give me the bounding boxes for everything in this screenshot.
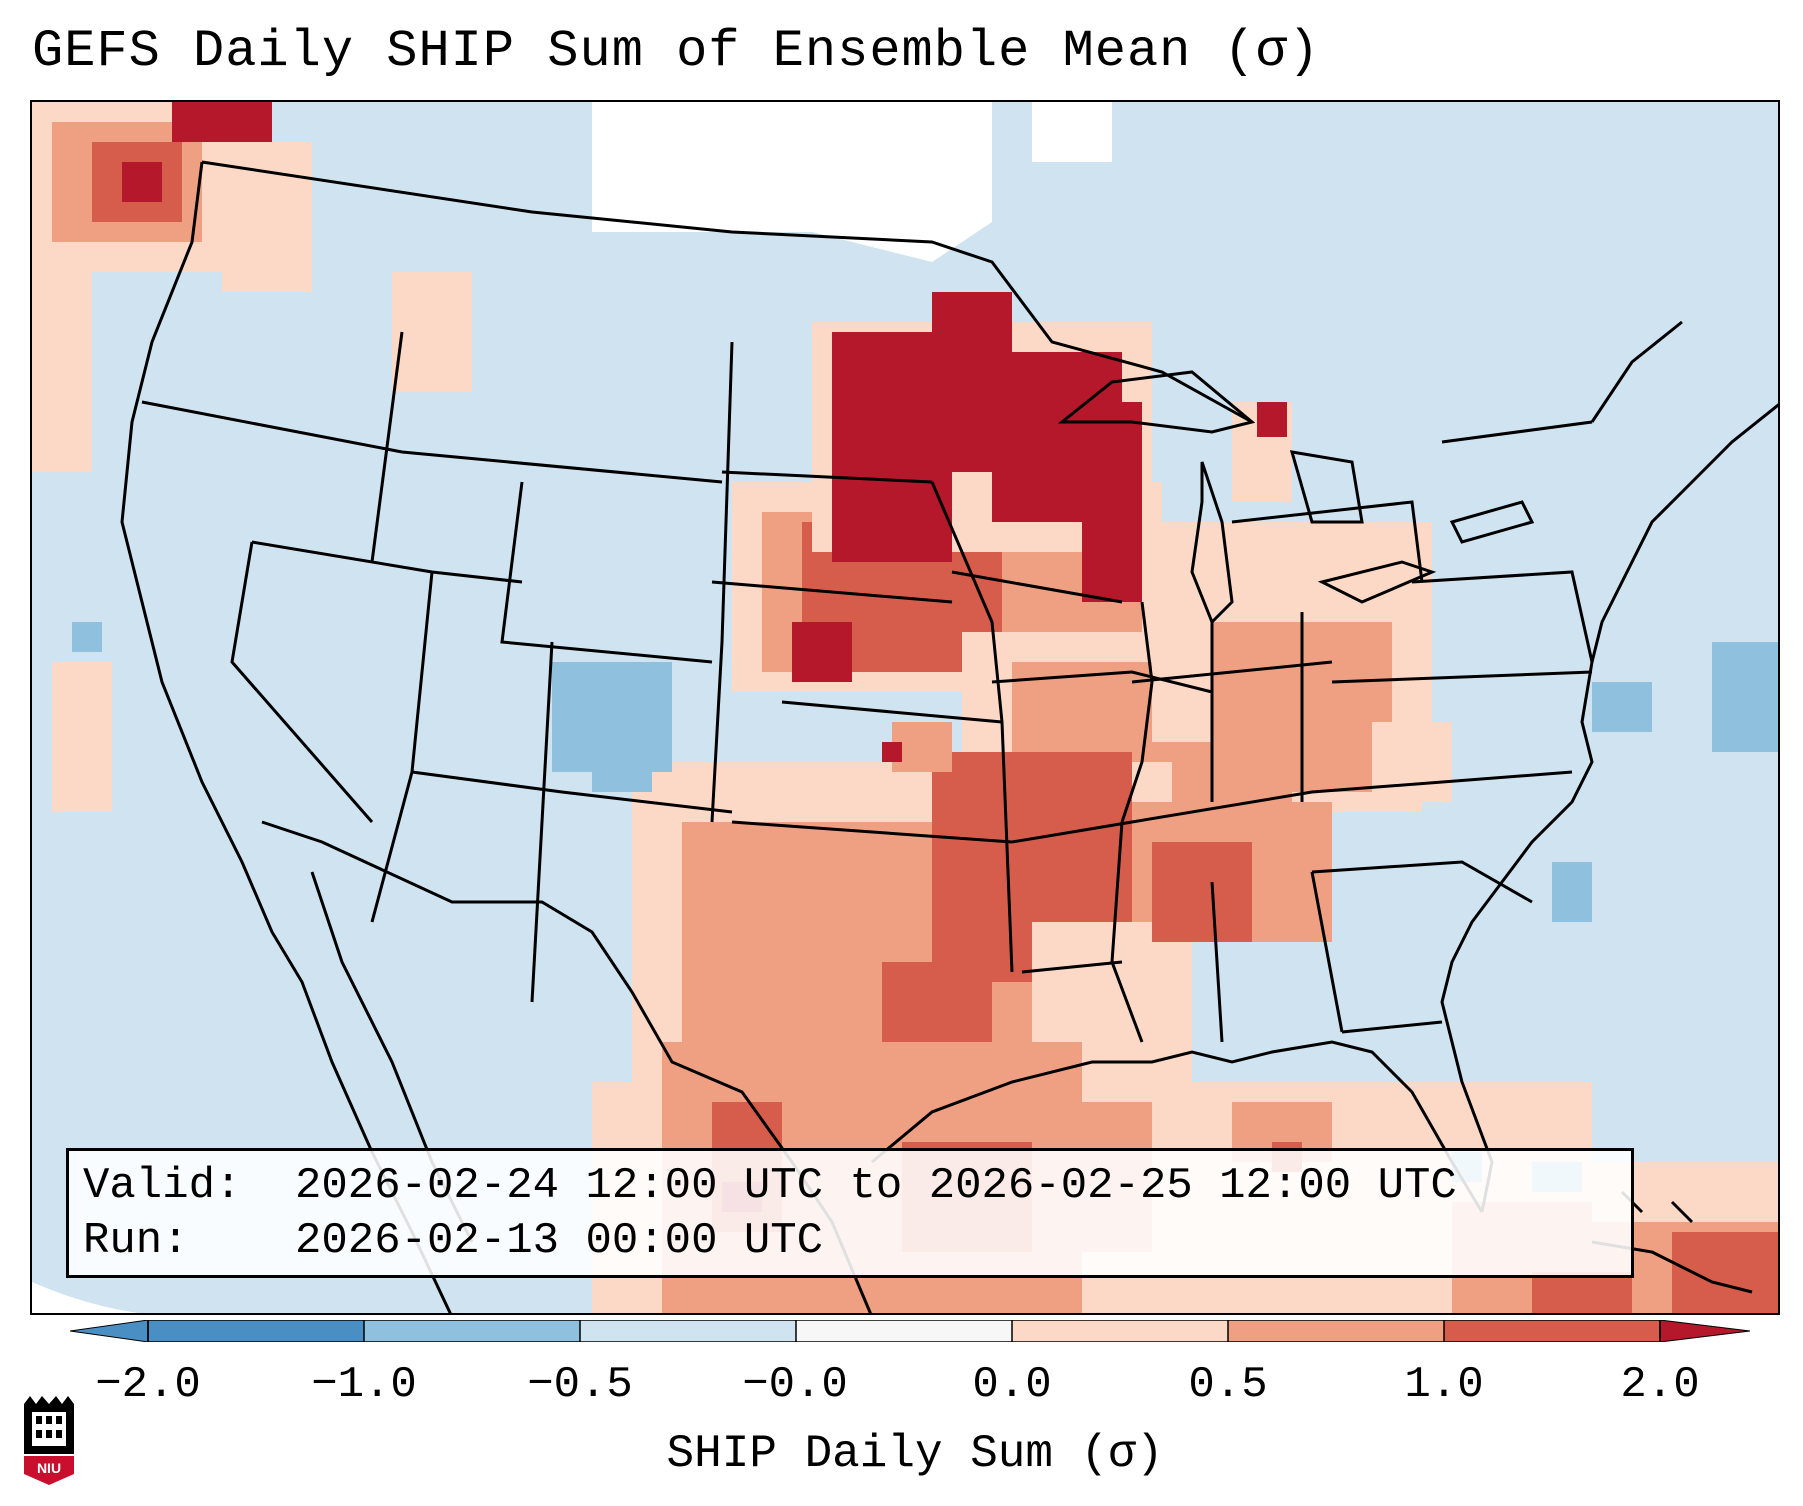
- colorbar-tick-label: −1.0: [311, 1360, 417, 1410]
- colorbar-tick-label: 0.5: [1188, 1360, 1268, 1410]
- valid-label: Valid:: [83, 1161, 242, 1211]
- run-row: Run: 2026-02-13 00:00 UTC: [83, 1214, 1617, 1269]
- colorbar-segment: [364, 1320, 581, 1342]
- colorbar-tick-label: −0.0: [742, 1360, 848, 1410]
- colorbar-label: SHIP Daily Sum (σ): [666, 1428, 1164, 1480]
- valid-row: Valid: 2026-02-24 12:00 UTC to 2026-02-2…: [83, 1159, 1617, 1214]
- colorbar-segment: [1012, 1320, 1229, 1342]
- anomaly-map: [32, 102, 1778, 1313]
- lake-michigan: [1190, 461, 1234, 625]
- colorbar-extend-low: [70, 1320, 149, 1342]
- valid-time-box: Valid: 2026-02-24 12:00 UTC to 2026-02-2…: [66, 1148, 1634, 1278]
- lake-ontario: [1449, 500, 1535, 544]
- geographic-boundaries: [120, 160, 1778, 1313]
- svg-text:NIU: NIU: [37, 1460, 61, 1476]
- map-panel: [30, 100, 1780, 1315]
- colorbar-segment: [796, 1320, 1013, 1342]
- canada-white-region: [592, 102, 992, 262]
- east-coastline: [1440, 403, 1778, 1213]
- colorbar-extend-high: [1659, 1320, 1750, 1342]
- colorbar: [70, 1320, 1750, 1342]
- us-canada-border: [201, 160, 1253, 424]
- page-title: GEFS Daily SHIP Sum of Ensemble Mean (σ): [32, 22, 1321, 81]
- lake-erie: [1317, 560, 1437, 604]
- colorbar-segments: [70, 1320, 1750, 1342]
- anomaly-upper-midwest: [732, 292, 1292, 692]
- canada-white-region-east: [1032, 102, 1112, 162]
- colorbar-tick-label: 0.0: [972, 1360, 1052, 1410]
- valid-value: 2026-02-24 12:00 UTC to 2026-02-25 12:00…: [295, 1161, 1457, 1211]
- west-coastline: [120, 161, 452, 1313]
- colorbar-segment: [1444, 1320, 1661, 1342]
- colorbar-segment: [580, 1320, 797, 1342]
- colorbar-tick-label: 1.0: [1404, 1360, 1484, 1410]
- colorbar-segment: [148, 1320, 365, 1342]
- projection-edge: [32, 1282, 139, 1313]
- gulf-coastline: [871, 1040, 1484, 1213]
- run-value: 2026-02-13 00:00 UTC: [295, 1216, 824, 1266]
- colorbar-tick-label: −0.5: [527, 1360, 633, 1410]
- colorbar-tick-label: 2.0: [1620, 1360, 1700, 1410]
- colorbar-segment: [1228, 1320, 1445, 1342]
- lake-superior: [1057, 370, 1256, 434]
- colorbar-ticks: [147, 1320, 1661, 1342]
- run-label: Run:: [83, 1216, 189, 1266]
- niu-logo-icon: NIU: [24, 1396, 74, 1485]
- lake-huron: [1289, 450, 1364, 524]
- colorbar-tick-label: −2.0: [95, 1360, 201, 1410]
